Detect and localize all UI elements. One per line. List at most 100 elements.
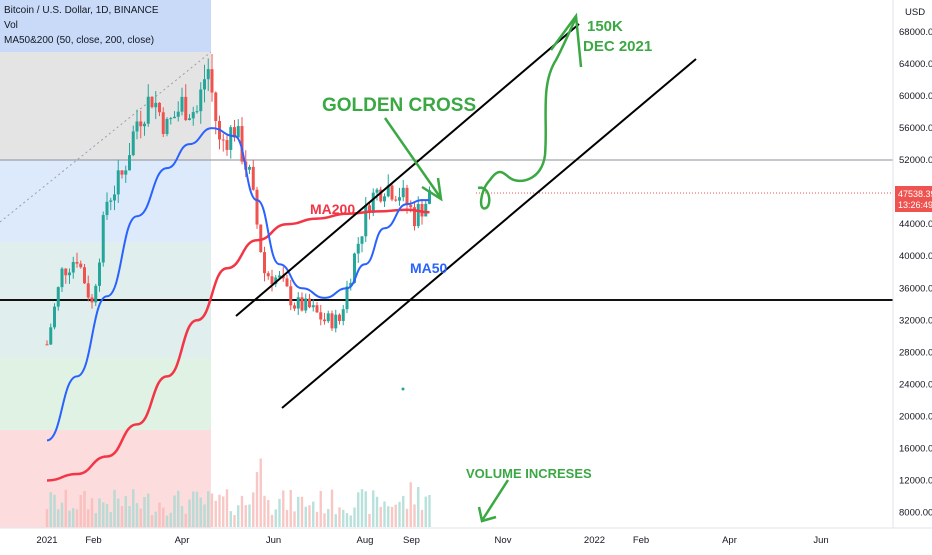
volume-bar <box>285 510 289 527</box>
candle-body <box>409 205 413 208</box>
candle-body <box>90 297 94 303</box>
volume-bar <box>375 496 379 527</box>
price-tick-label: 52000.00 <box>899 155 932 166</box>
volume-bar <box>420 509 424 527</box>
volume-bar <box>300 496 304 527</box>
volume-bar <box>49 492 52 527</box>
volume-bar <box>225 489 229 527</box>
candle-body <box>86 283 90 298</box>
candle-body <box>75 262 79 264</box>
candle-body <box>420 204 424 217</box>
volume-bar <box>379 506 382 527</box>
time-tick-label: 2021 <box>36 535 57 546</box>
candle-body <box>116 170 120 195</box>
candle-body <box>270 276 274 285</box>
candle-body <box>334 314 338 329</box>
volume-bar <box>210 493 214 527</box>
price-badge: 47538.39 13:26:49 <box>895 186 932 212</box>
candle-body <box>128 155 131 171</box>
volume-bar <box>308 505 311 527</box>
time-axis-ticks: 2021 Feb Apr Jun Aug Sep Nov 2022 Feb Apr Jun <box>36 535 828 546</box>
candle-body <box>394 199 398 201</box>
candle-body <box>233 127 236 138</box>
candle-body <box>60 268 64 288</box>
volume-bar <box>195 491 199 527</box>
candle-body <box>278 275 281 278</box>
volume-bar <box>83 490 86 527</box>
stray-dot <box>401 387 405 391</box>
ma200-line <box>46 208 430 482</box>
candle-body <box>154 102 158 108</box>
volume-bar <box>293 511 296 527</box>
ma-indicator-label[interactable]: MA50&200 (50, close, 200, close) <box>4 35 155 46</box>
candle-body <box>146 96 150 124</box>
price-tick-label: 20000.00 <box>899 411 932 422</box>
candle-body <box>259 224 263 253</box>
time-tick-label: Sep <box>403 535 420 546</box>
volume-bar <box>252 492 255 527</box>
candle-body <box>79 263 83 268</box>
time-tick-label: Feb <box>633 535 649 546</box>
candle-body <box>210 69 214 93</box>
volume-bar <box>94 513 97 527</box>
candle-body <box>375 189 379 193</box>
volume-bar <box>128 506 131 527</box>
volume-bar <box>364 491 367 527</box>
channel-lower-line[interactable] <box>281 58 697 409</box>
volume-bar <box>169 512 172 527</box>
volume-bar <box>424 496 427 527</box>
candle-body <box>203 79 206 90</box>
ma50-line <box>46 127 430 442</box>
volume-bar <box>192 491 195 527</box>
volume-bar <box>188 499 191 527</box>
candle-body <box>101 215 105 263</box>
candle-body <box>131 131 135 156</box>
volume-bar <box>158 502 161 527</box>
volume-bar <box>394 504 397 527</box>
time-tick-label: Nov <box>495 535 512 546</box>
price-tick-label: 16000.00 <box>899 443 932 454</box>
volume-bar <box>323 513 326 527</box>
candle-body <box>345 286 349 310</box>
candle-body <box>105 201 109 216</box>
candle-body <box>338 314 341 321</box>
price-axis[interactable] <box>893 0 932 528</box>
time-tick-label: Jun <box>266 535 281 546</box>
projection-curve <box>477 17 578 210</box>
volume-bar <box>139 508 142 527</box>
channel-upper-line[interactable] <box>235 23 580 317</box>
candle-body <box>71 262 75 273</box>
volume-bar <box>417 487 420 527</box>
candle-body <box>300 297 304 311</box>
volume-bar <box>398 501 401 527</box>
time-tick-label: Aug <box>357 535 374 546</box>
candle-body <box>143 123 146 127</box>
volume-indicator-label[interactable]: Vol <box>4 20 18 31</box>
candles <box>45 54 431 346</box>
volume-bar <box>177 490 180 527</box>
candle-body <box>341 309 345 321</box>
candle-body <box>386 185 390 197</box>
volume-bar <box>90 498 94 527</box>
candle-body <box>368 205 371 213</box>
candle-body <box>120 170 124 175</box>
volume-bar <box>87 509 90 527</box>
symbol-title[interactable]: Bitcoin / U.S. Dollar, 1D, BINANCE <box>4 5 159 16</box>
candle-body <box>364 205 368 237</box>
price-badge-countdown: 13:26:49 <box>898 200 932 210</box>
time-axis[interactable] <box>0 528 932 550</box>
candle-body <box>240 126 244 162</box>
price-tick-label: 64000.00 <box>899 59 932 70</box>
volume-bar <box>383 501 386 527</box>
volume-bar <box>248 504 251 527</box>
candle-body <box>289 286 293 306</box>
candle-body <box>53 306 56 328</box>
price-badge-bg <box>895 186 932 212</box>
candle-body <box>371 192 375 213</box>
candle-body <box>326 313 330 322</box>
volume-bar <box>405 508 409 527</box>
volume-bar <box>334 514 337 527</box>
candle-body <box>173 116 176 119</box>
